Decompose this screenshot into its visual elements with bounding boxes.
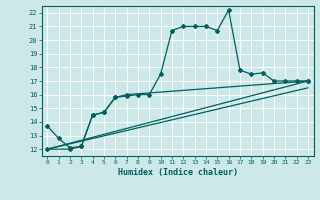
X-axis label: Humidex (Indice chaleur): Humidex (Indice chaleur) — [118, 168, 237, 177]
